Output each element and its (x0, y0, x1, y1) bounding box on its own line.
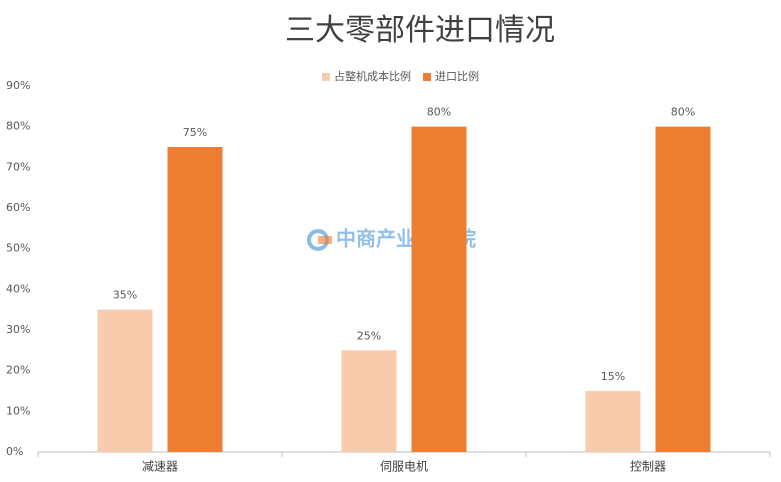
y-tick-label: 10% (6, 404, 30, 417)
value-label: 25% (357, 329, 381, 342)
value-label: 15% (601, 370, 625, 383)
bar (655, 126, 711, 453)
chart-title: 三大零部件进口情况 (285, 13, 555, 48)
y-tick-label: 80% (6, 120, 30, 133)
bar (411, 126, 467, 453)
bar (341, 350, 397, 452)
y-tick-label: 90% (6, 79, 30, 92)
value-label: 80% (427, 106, 451, 119)
value-label: 75% (183, 126, 207, 139)
bar (167, 147, 223, 452)
y-tick-label: 60% (6, 201, 30, 214)
y-tick-label: 30% (6, 323, 30, 336)
x-tick-label: 减速器 (142, 460, 178, 474)
watermark-icon (307, 229, 332, 251)
y-tick-label: 50% (6, 242, 30, 255)
legend-swatch (322, 73, 330, 81)
value-label: 80% (671, 106, 695, 119)
y-tick-label: 40% (6, 282, 30, 295)
legend-label: 进口比例 (435, 69, 479, 83)
y-tick-label: 20% (6, 364, 30, 377)
value-label: 35% (113, 289, 137, 302)
bar (97, 309, 153, 452)
legend-label: 占整机成本比例 (334, 69, 411, 83)
y-tick-label: 0% (6, 445, 23, 458)
bar (585, 391, 641, 452)
x-tick-label: 控制器 (630, 460, 666, 474)
legend-swatch (423, 73, 431, 81)
y-tick-label: 70% (6, 160, 30, 173)
x-tick-label: 伺服电机 (380, 460, 428, 474)
